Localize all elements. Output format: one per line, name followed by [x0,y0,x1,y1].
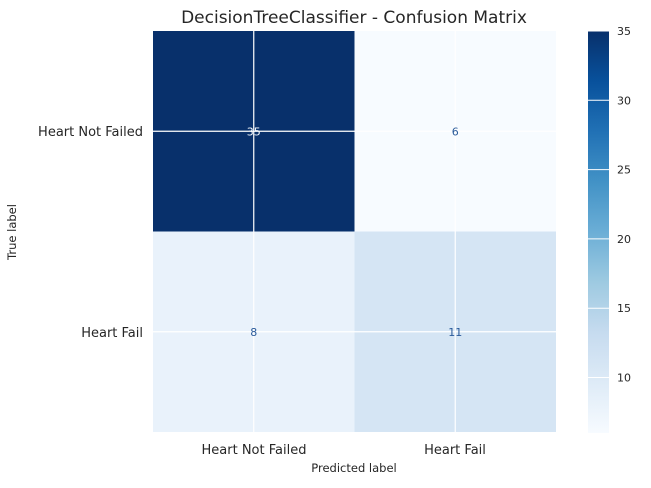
cell-value-label-1-0: 8 [250,326,257,339]
cell-value-label-1-1: 11 [448,326,462,339]
cell-value-labels: 35 6 8 11 [247,125,463,339]
cell-value-label-0-0: 35 [247,125,261,138]
colorbar-tick-label-1: 15 [617,302,631,315]
colorbar-tick-label-5: 35 [617,25,631,38]
y-axis-label: True label [5,204,19,261]
x-tick-label-0: Heart Not Failed [202,443,307,458]
x-tick-label-1: Heart Fail [424,443,486,458]
colorbar-tick-label-0: 10 [617,372,631,385]
colorbar-tick-label-3: 25 [617,164,631,177]
colorbar-tick-label-2: 20 [617,233,631,246]
gridlines [153,31,556,432]
colorbar-ticks: 10 15 20 25 30 35 [588,25,631,385]
cell-value-label-0-1: 6 [452,125,459,138]
colorbar [588,31,609,433]
heatmap-cells [153,31,556,432]
colorbar-tick-label-4: 30 [617,94,631,107]
y-tick-label-1: Heart Fail [81,326,143,341]
chart-title: DecisionTreeClassifier - Confusion Matri… [181,8,527,28]
y-tick-label-0: Heart Not Failed [38,125,143,140]
x-axis-label: Predicted label [311,461,396,475]
